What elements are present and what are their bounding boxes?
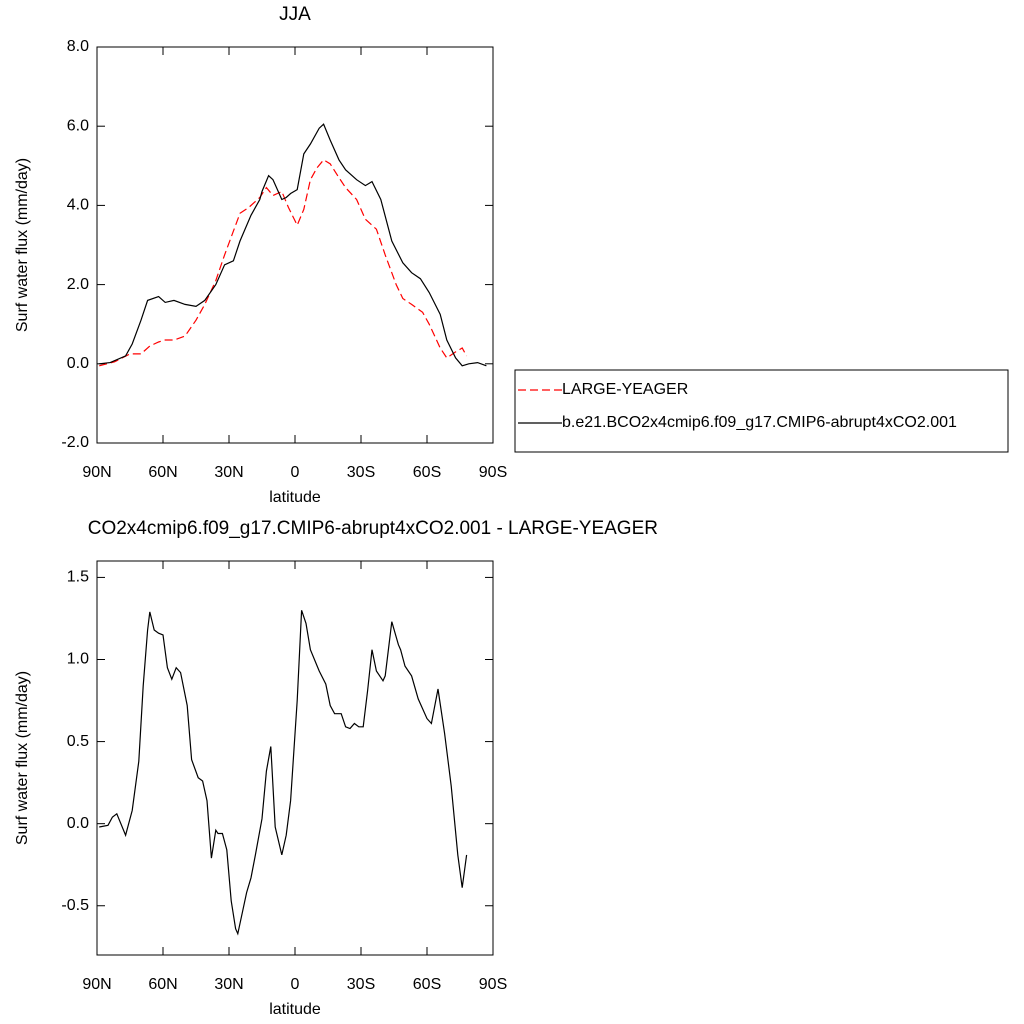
y-tick-label: 0.0 xyxy=(67,355,89,372)
x-tick-label: 90N xyxy=(82,464,111,481)
x-tick-label: 90S xyxy=(479,464,507,481)
x-axis-label: latitude xyxy=(269,1001,321,1018)
x-tick-label: 60S xyxy=(413,464,441,481)
legend-label: LARGE-YEAGER xyxy=(562,381,688,398)
y-tick-label: 0.0 xyxy=(67,815,89,832)
x-tick-label: 60S xyxy=(413,976,441,993)
chart-title: JJA xyxy=(279,4,311,25)
y-tick-label: -2.0 xyxy=(61,434,89,451)
y-axis-label: Surf water flux (mm/day) xyxy=(14,671,31,845)
x-tick-label: 30N xyxy=(214,976,243,993)
legend-label: b.e21.BCO2x4cmip6.f09_g17.CMIP6-abrupt4x… xyxy=(562,414,957,431)
x-tick-label: 0 xyxy=(291,464,300,481)
y-tick-label: 6.0 xyxy=(67,117,89,134)
x-tick-label: 30S xyxy=(347,464,375,481)
data-line xyxy=(99,123,487,367)
x-tick-label: 30S xyxy=(347,976,375,993)
x-tick-label: 60N xyxy=(148,976,177,993)
chart-title: CO2x4cmip6.f09_g17.CMIP6-abrupt4xCO2.001… xyxy=(88,518,658,539)
y-tick-label: -0.5 xyxy=(61,897,89,914)
x-axis-label: latitude xyxy=(269,489,321,506)
y-tick-label: 8.0 xyxy=(67,38,89,55)
y-tick-label: 4.0 xyxy=(67,197,89,214)
legend-box xyxy=(514,369,1009,453)
y-tick-label: 2.0 xyxy=(67,276,89,293)
y-tick-label: 0.5 xyxy=(67,733,89,750)
x-tick-label: 90S xyxy=(479,976,507,993)
y-axis-label: Surf water flux (mm/day) xyxy=(14,158,31,332)
y-tick-label: 1.0 xyxy=(67,651,89,668)
x-tick-label: 30N xyxy=(214,464,243,481)
plot-frame xyxy=(96,560,494,956)
x-tick-label: 0 xyxy=(291,976,300,993)
data-line xyxy=(99,610,468,936)
plot-frame xyxy=(96,46,494,444)
x-tick-label: 60N xyxy=(148,464,177,481)
data-line xyxy=(99,159,468,367)
y-tick-label: 1.5 xyxy=(67,569,89,586)
x-tick-label: 90N xyxy=(82,976,111,993)
